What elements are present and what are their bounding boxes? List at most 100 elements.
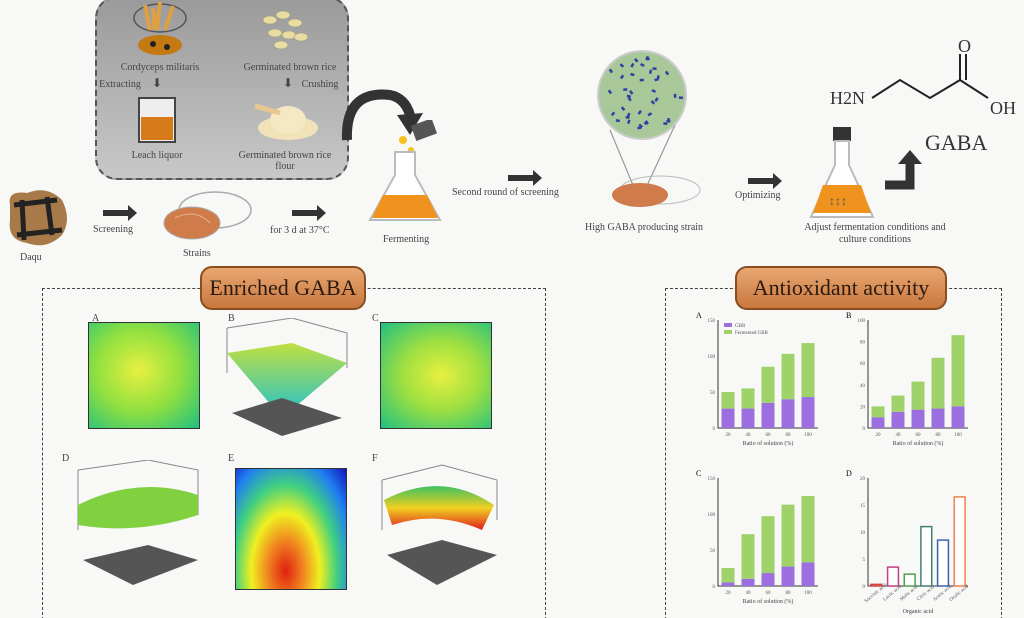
extracting-label: Extracting <box>90 79 150 90</box>
tick-label: 150 <box>708 319 716 324</box>
screening-label: Screening <box>93 224 133 235</box>
tick-label: 50 <box>710 549 716 554</box>
panel-letter: C <box>696 469 701 478</box>
rice-flour-icon <box>250 98 320 143</box>
x-axis-label: Ratio of solution (%) <box>743 440 794 447</box>
category-label: 80 <box>786 591 792 596</box>
adjust-label: Adjust fermentation conditions and cultu… <box>800 222 950 246</box>
legend-label: GBR <box>735 324 746 329</box>
category-label: 60 <box>766 591 772 596</box>
category-label: 40 <box>746 591 752 596</box>
enriched-gaba-title: Enriched GABA <box>200 266 366 310</box>
tick-label: 100 <box>858 319 866 324</box>
bar-gbr <box>872 417 885 428</box>
panel-letter: A <box>92 313 99 324</box>
second-round-label: Second round of screening <box>452 187 559 198</box>
x-axis-label: Ratio of solution (%) <box>893 440 944 447</box>
bar-gbr <box>912 410 925 428</box>
axis <box>868 478 968 586</box>
bar-fermented-gbr <box>742 388 755 408</box>
strains-label: Strains <box>183 248 211 259</box>
petri-dish-icon <box>160 188 255 243</box>
category-label: 60 <box>916 433 922 438</box>
bar-gbr <box>742 409 755 428</box>
bar-fermented-gbr <box>932 358 945 409</box>
panel-letter: B <box>846 311 851 320</box>
category-label: 80 <box>936 433 942 438</box>
panel-letter: D <box>62 453 69 464</box>
cordyceps-label: Cordyceps militaris <box>100 62 220 73</box>
bar-gbr <box>782 399 795 428</box>
surface-plot-f <box>372 460 502 600</box>
panel-letter: C <box>372 313 379 324</box>
down-arrow-icon: ⬇ <box>283 76 293 91</box>
bar-gbr <box>762 403 775 428</box>
bar-fermented-gbr <box>762 516 775 573</box>
bar-fermented-gbr <box>782 354 795 399</box>
oxygen-atom: O <box>958 36 971 57</box>
bar-fermented-gbr <box>762 367 775 403</box>
bar-gbr <box>932 409 945 428</box>
arrow-icon <box>508 175 534 181</box>
panel-letter: F <box>372 453 378 464</box>
graphical-abstract: Cordyceps militaris Germinated brown ric… <box>0 0 1024 618</box>
bar <box>921 527 932 586</box>
bar-gbr <box>892 412 905 428</box>
daqu-label: Daqu <box>20 252 42 263</box>
bar <box>904 574 915 586</box>
tick-label: 20 <box>860 405 866 410</box>
panel-letter: B <box>228 313 235 324</box>
bar <box>938 540 949 586</box>
down-arrow-icon: ⬇ <box>152 76 162 91</box>
brown-rice-label: Germinated brown rice <box>230 62 350 73</box>
antioxidant-title: Antioxidant activity <box>735 266 947 310</box>
bar-fermented-gbr <box>742 534 755 579</box>
x-axis-label: Organic acid <box>903 609 934 615</box>
svg-text:↕↕↕: ↕↕↕ <box>829 194 847 208</box>
category-label: 100 <box>804 591 812 596</box>
bar-fermented-gbr <box>802 343 815 397</box>
bar-gbr <box>802 397 815 428</box>
flour-label: Germinated brown rice flour <box>235 150 335 172</box>
tick-label: 20 <box>860 477 866 482</box>
panel-letter: A <box>696 311 702 320</box>
category-label: 100 <box>804 433 812 438</box>
brown-rice-icon <box>255 5 315 55</box>
bacteria-magnification-icon <box>590 50 710 215</box>
amine-group: H2N <box>830 88 865 109</box>
surface-plot-b <box>222 318 352 440</box>
bar-gbr <box>782 567 795 586</box>
bar-fermented-gbr <box>722 568 735 582</box>
tick-label: 0 <box>713 427 716 432</box>
tick-label: 0 <box>863 585 866 590</box>
category-label: 80 <box>786 433 792 438</box>
cordyceps-icon <box>125 0 195 60</box>
bent-arrow-icon <box>880 150 930 195</box>
category-label: 40 <box>896 433 902 438</box>
tick-label: 0 <box>863 427 866 432</box>
daqu-icon <box>2 185 72 250</box>
bar-fermented-gbr <box>802 496 815 562</box>
tick-label: 100 <box>708 513 716 518</box>
panel-letter: D <box>846 469 852 478</box>
tick-label: 50 <box>710 391 716 396</box>
tick-label: 15 <box>860 504 866 509</box>
tick-label: 60 <box>860 362 866 367</box>
contour-plot-e <box>235 468 347 590</box>
tick-label: 5 <box>863 558 866 563</box>
bar-fermented-gbr <box>952 335 965 406</box>
tick-label: 80 <box>860 341 866 346</box>
bar-gbr <box>722 409 735 428</box>
contour-plot-c <box>380 322 492 429</box>
bar-fermented-gbr <box>892 396 905 412</box>
bar-gbr <box>802 562 815 586</box>
bar-gbr <box>722 582 735 586</box>
high-strain-label: High GABA producing strain <box>585 222 703 233</box>
beaker-icon <box>135 95 180 145</box>
tick-label: 0 <box>713 585 716 590</box>
bar-fermented-gbr <box>722 392 735 409</box>
legend-swatch <box>724 330 732 334</box>
surface-plot-d <box>58 460 203 600</box>
category-label: 100 <box>954 433 962 438</box>
gaba-label: GABA <box>925 130 987 156</box>
